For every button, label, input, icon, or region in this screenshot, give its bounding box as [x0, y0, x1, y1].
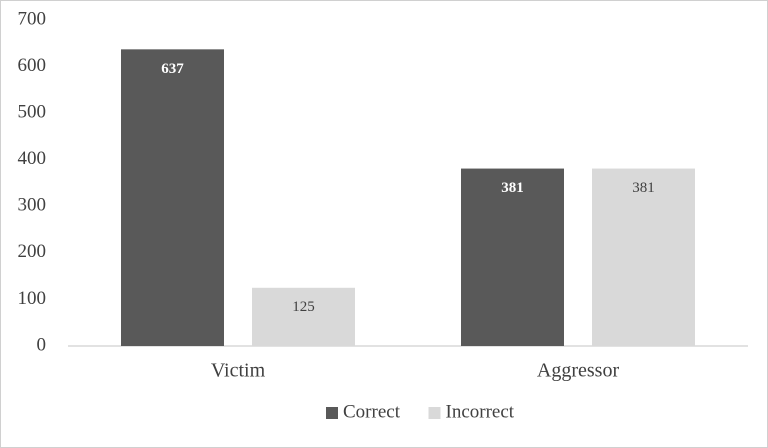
bar	[592, 168, 695, 346]
y-tick-label: 300	[18, 195, 47, 216]
y-tick-label: 500	[18, 102, 47, 123]
x-tick-label: Victim	[211, 360, 266, 382]
y-tick-label: 100	[18, 288, 47, 309]
legend-label: Correct	[343, 401, 401, 422]
data-label: 381	[501, 180, 524, 196]
legend-swatch	[428, 407, 441, 419]
data-label: 381	[632, 180, 655, 196]
y-tick-label: 700	[18, 8, 47, 29]
bar	[121, 49, 224, 347]
bar	[461, 168, 564, 346]
x-tick-label: Aggressor	[537, 360, 620, 382]
y-tick-label: 200	[18, 241, 47, 262]
data-label: 637	[161, 61, 184, 77]
legend-swatch	[326, 407, 338, 419]
legend-label: Incorrect	[446, 401, 515, 422]
y-tick-label: 0	[37, 334, 47, 355]
data-label: 125	[292, 299, 315, 315]
y-tick-label: 600	[18, 55, 47, 76]
y-tick-label: 400	[18, 148, 47, 169]
bar	[252, 287, 355, 346]
